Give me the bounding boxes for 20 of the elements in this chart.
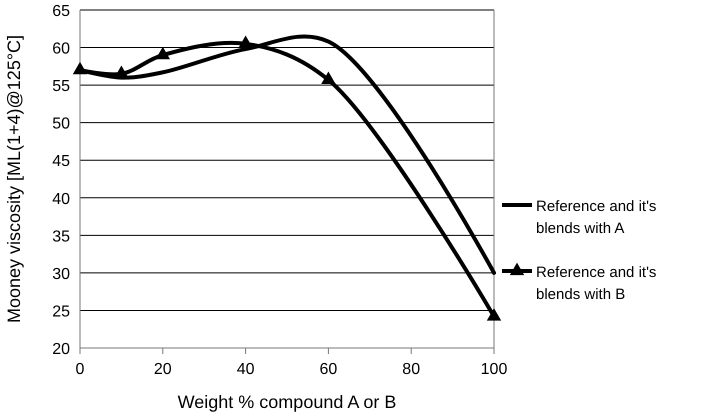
y-tick-label: 50	[52, 116, 70, 133]
y-tick-label: 20	[52, 341, 70, 358]
y-tick-label: 45	[52, 153, 70, 170]
x-tick-label: 40	[236, 361, 255, 378]
x-axis-title: Weight % compound A or B	[178, 392, 396, 412]
y-tick-label: 30	[52, 266, 70, 283]
legend-label: Reference and it's blends with B	[536, 264, 656, 303]
y-axis-title: Mooney viscosity [ML(1+4)@125°C]	[4, 34, 24, 324]
x-tick-label: 20	[154, 361, 172, 378]
x-tick-label: 0	[76, 361, 85, 378]
y-tick-label: 55	[52, 78, 70, 96]
x-tick-label: 80	[402, 361, 420, 378]
x-tick-label: 60	[320, 361, 338, 378]
y-tick-label: 40	[52, 190, 70, 208]
y-tick-label: 60	[52, 40, 70, 58]
y-tick-label: 65	[52, 3, 70, 20]
x-tick-label: 100	[480, 361, 508, 378]
y-tick-label: 35	[52, 228, 70, 246]
legend-label: Reference and it's blends with A	[536, 198, 656, 237]
y-tick-label: 25	[52, 303, 70, 320]
